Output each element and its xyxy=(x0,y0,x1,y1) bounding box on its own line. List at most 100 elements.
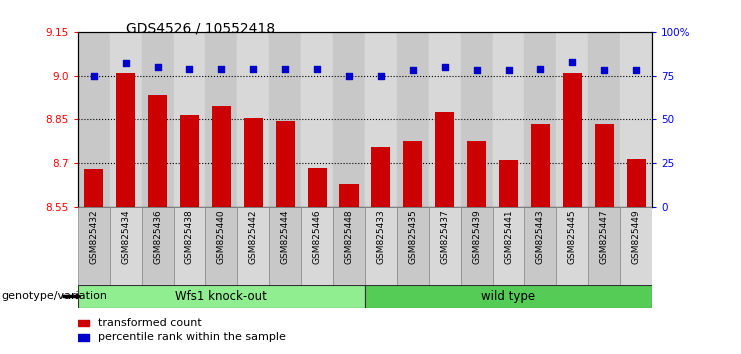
Text: GSM825440: GSM825440 xyxy=(217,210,226,264)
Bar xyxy=(365,32,397,207)
Point xyxy=(566,59,578,64)
Text: Wfs1 knock-out: Wfs1 knock-out xyxy=(176,290,268,303)
Bar xyxy=(142,32,173,207)
Bar xyxy=(588,207,620,285)
Point xyxy=(407,68,419,73)
Bar xyxy=(301,32,333,207)
Bar xyxy=(397,207,429,285)
Text: GSM825447: GSM825447 xyxy=(599,210,608,264)
Point xyxy=(598,68,610,73)
Text: GSM825437: GSM825437 xyxy=(440,210,449,264)
Bar xyxy=(333,207,365,285)
Point xyxy=(534,66,546,72)
Bar xyxy=(461,207,493,285)
Text: GSM825435: GSM825435 xyxy=(408,210,417,264)
Bar xyxy=(531,124,550,207)
Bar xyxy=(269,32,301,207)
Point xyxy=(216,66,227,72)
Bar xyxy=(499,160,518,207)
Bar xyxy=(116,73,135,207)
Text: wild type: wild type xyxy=(482,290,536,303)
Text: GSM825443: GSM825443 xyxy=(536,210,545,264)
Bar xyxy=(556,32,588,207)
Bar xyxy=(173,207,205,285)
Bar xyxy=(365,285,652,308)
Bar xyxy=(301,207,333,285)
Bar xyxy=(493,207,525,285)
Bar xyxy=(78,32,110,207)
Point xyxy=(184,66,196,72)
Text: GSM825434: GSM825434 xyxy=(122,210,130,264)
Point xyxy=(471,68,482,73)
Bar xyxy=(173,32,205,207)
Bar xyxy=(594,124,614,207)
Bar xyxy=(110,32,142,207)
Text: GSM825441: GSM825441 xyxy=(504,210,513,264)
Point xyxy=(88,73,100,79)
Bar xyxy=(556,207,588,285)
Point xyxy=(311,66,323,72)
Bar xyxy=(205,207,237,285)
Text: transformed count: transformed count xyxy=(98,318,202,328)
Bar xyxy=(142,207,173,285)
Point xyxy=(630,68,642,73)
Text: GSM825433: GSM825433 xyxy=(376,210,385,264)
Point xyxy=(152,64,164,70)
Point xyxy=(343,73,355,79)
Text: GSM825449: GSM825449 xyxy=(631,210,641,264)
Bar xyxy=(308,168,327,207)
Text: GDS4526 / 10552418: GDS4526 / 10552418 xyxy=(126,21,275,35)
Bar xyxy=(429,207,461,285)
Bar xyxy=(237,207,269,285)
Point xyxy=(439,64,451,70)
Bar xyxy=(237,32,269,207)
Bar xyxy=(78,285,365,308)
Bar xyxy=(397,32,429,207)
Bar xyxy=(110,207,142,285)
Bar xyxy=(627,159,645,207)
Text: GSM825439: GSM825439 xyxy=(472,210,481,264)
Bar xyxy=(78,334,89,341)
Bar xyxy=(148,95,167,207)
Text: GSM825446: GSM825446 xyxy=(313,210,322,264)
Bar xyxy=(78,320,89,326)
Bar xyxy=(588,32,620,207)
Text: GSM825445: GSM825445 xyxy=(568,210,576,264)
Bar xyxy=(269,207,301,285)
Bar xyxy=(371,147,391,207)
Bar xyxy=(244,118,263,207)
Text: GSM825432: GSM825432 xyxy=(89,210,99,264)
Point xyxy=(502,68,514,73)
Text: GSM825436: GSM825436 xyxy=(153,210,162,264)
Bar xyxy=(429,32,461,207)
Bar xyxy=(333,32,365,207)
Bar xyxy=(435,112,454,207)
Bar xyxy=(205,32,237,207)
Text: GSM825438: GSM825438 xyxy=(185,210,194,264)
Bar xyxy=(620,207,652,285)
Bar xyxy=(525,32,556,207)
Bar xyxy=(461,32,493,207)
Bar xyxy=(78,207,110,285)
Text: GSM825448: GSM825448 xyxy=(345,210,353,264)
Text: genotype/variation: genotype/variation xyxy=(1,291,107,302)
Point xyxy=(247,66,259,72)
Text: GSM825442: GSM825442 xyxy=(249,210,258,264)
Bar xyxy=(180,115,199,207)
Text: GSM825444: GSM825444 xyxy=(281,210,290,264)
Bar xyxy=(84,169,103,207)
Bar xyxy=(212,106,231,207)
Bar xyxy=(525,207,556,285)
Bar xyxy=(365,207,397,285)
Point xyxy=(375,73,387,79)
Text: percentile rank within the sample: percentile rank within the sample xyxy=(98,332,286,342)
Bar xyxy=(339,184,359,207)
Point xyxy=(279,66,291,72)
Bar xyxy=(467,141,486,207)
Bar xyxy=(403,141,422,207)
Bar xyxy=(620,32,652,207)
Bar xyxy=(493,32,525,207)
Bar xyxy=(276,121,295,207)
Bar xyxy=(562,73,582,207)
Point xyxy=(120,61,132,66)
